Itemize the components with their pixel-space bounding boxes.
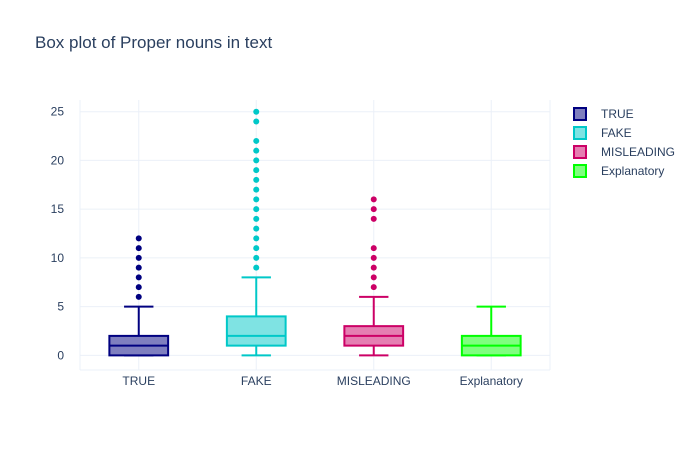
y-tick-label: 15 — [51, 202, 65, 216]
outlier-point — [370, 264, 377, 271]
legend-label: FAKE — [601, 126, 632, 140]
outlier-point — [370, 274, 377, 281]
outlier-point — [253, 215, 260, 222]
outlier-point — [135, 293, 142, 300]
outlier-point — [253, 157, 260, 164]
legend-swatch — [573, 126, 587, 140]
outlier-point — [253, 245, 260, 252]
box-trace-explanatory — [460, 305, 522, 357]
outlier-point — [253, 137, 260, 144]
legend-item-misleading[interactable]: MISLEADING — [573, 145, 675, 159]
y-tick-label: 10 — [51, 251, 65, 265]
legend-item-fake[interactable]: FAKE — [573, 126, 632, 140]
legend-swatch — [573, 145, 587, 159]
legend-item-explanatory[interactable]: Explanatory — [573, 164, 664, 178]
y-tick-label: 0 — [57, 348, 64, 362]
outlier-point — [253, 186, 260, 193]
outlier-point — [253, 147, 260, 154]
legend-swatch — [573, 164, 587, 178]
outlier-point — [253, 108, 260, 115]
legend-label: MISLEADING — [601, 145, 675, 159]
outlier-point — [370, 245, 377, 252]
axes: 0 5 10 15 20 25 TRUE FAKE MISLEADING Explanatory — [51, 105, 523, 388]
outlier-point — [253, 235, 260, 242]
outlier-point — [135, 284, 142, 291]
legend[interactable]: TRUE FAKE MISLEADING Explanatory — [573, 107, 675, 178]
outlier-point — [253, 264, 260, 271]
outlier-point — [253, 254, 260, 261]
outlier-point — [370, 196, 377, 203]
gridlines — [79, 100, 551, 371]
outlier-point — [253, 206, 260, 213]
outlier-point — [135, 245, 142, 252]
outlier-point — [135, 264, 142, 271]
y-tick-label: 25 — [51, 105, 65, 119]
box-trace-misleading — [343, 196, 405, 357]
x-tick-label: TRUE — [122, 374, 155, 388]
box-iqr — [225, 315, 287, 347]
box-trace-fake — [225, 108, 287, 357]
x-tick-label: FAKE — [241, 374, 272, 388]
legend-swatch — [573, 107, 587, 121]
outlier-point — [253, 196, 260, 203]
y-tick-label: 5 — [57, 300, 64, 314]
y-tick-label: 20 — [51, 153, 65, 167]
legend-label: Explanatory — [601, 164, 664, 178]
legend-item-true[interactable]: TRUE — [573, 107, 634, 121]
box-trace-true — [108, 235, 170, 357]
x-tick-label: MISLEADING — [337, 374, 411, 388]
outlier-point — [370, 206, 377, 213]
outlier-point — [253, 167, 260, 174]
outlier-point — [370, 215, 377, 222]
box-traces — [108, 108, 522, 357]
outlier-point — [135, 254, 142, 261]
outlier-point — [135, 274, 142, 281]
x-tick-label: Explanatory — [460, 374, 523, 388]
outlier-point — [370, 254, 377, 261]
outlier-point — [253, 176, 260, 183]
outlier-point — [253, 225, 260, 232]
outlier-point — [135, 235, 142, 242]
chart-title: Box plot of Proper nouns in text — [35, 33, 273, 52]
outlier-point — [253, 118, 260, 125]
outlier-point — [370, 284, 377, 291]
legend-label: TRUE — [601, 107, 634, 121]
